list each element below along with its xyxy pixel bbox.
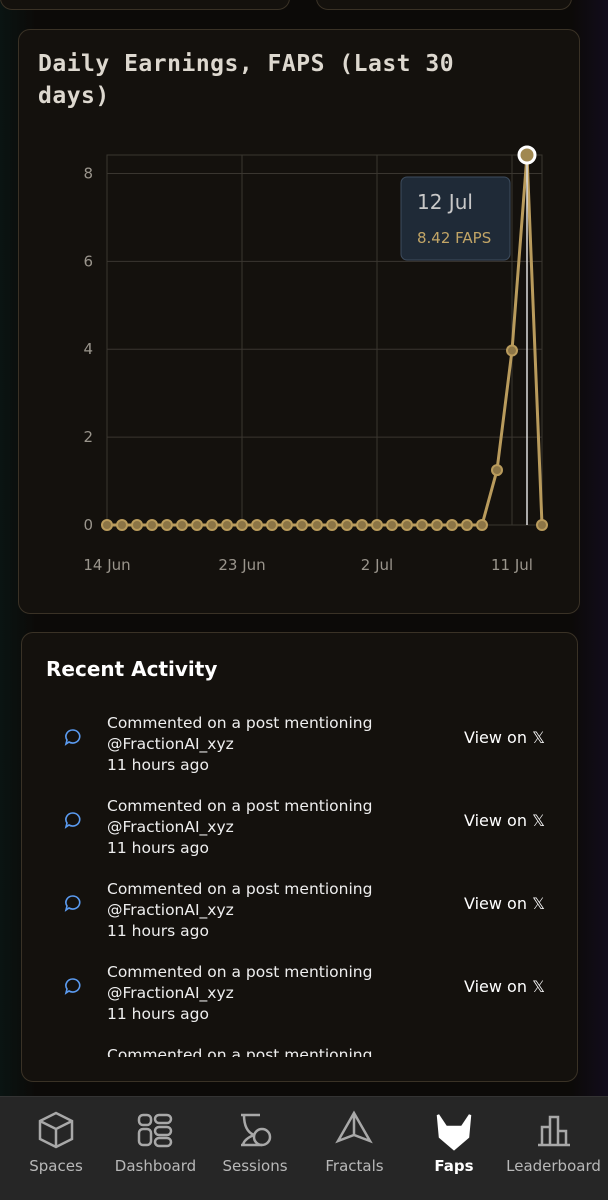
data-point [476, 519, 488, 531]
activity-time: 11 hours ago [107, 756, 209, 774]
x-tick-label: 11 Jul [491, 556, 533, 574]
activity-item: Commented on a post mentioning @FractionA… [21, 713, 578, 793]
data-point [191, 519, 203, 531]
chart-card [18, 29, 580, 614]
tooltip [400, 176, 511, 261]
nav-label[interactable]: Sessions [222, 1157, 288, 1175]
nav-label[interactable]: Fractals [325, 1157, 384, 1175]
y-tick-label: 6 [83, 252, 93, 270]
bottom-nav: Spaces Dashboard Sessions Fractals Faps Leade… [0, 1096, 608, 1200]
view-link[interactable]: View on 𝕏 [464, 728, 545, 747]
fractals-icon [335, 1110, 373, 1144]
activity-title: Recent Activity [46, 657, 218, 681]
data-point [266, 519, 278, 531]
activity-time: 11 hours ago [107, 1005, 209, 1023]
data-point [356, 519, 368, 531]
sessions-icon [241, 1113, 262, 1147]
activity-action: Commented on a post mentioning [107, 797, 373, 815]
x-tick-label: 14 Jun [83, 556, 130, 574]
data-point [221, 519, 233, 531]
view-link[interactable]: View on 𝕏 [464, 977, 545, 996]
nav-label[interactable]: Leaderboard [506, 1157, 601, 1175]
nav-label[interactable]: Spaces [29, 1157, 83, 1175]
data-point [311, 519, 323, 531]
activity-item: Commented on a post mentioning @FractionA… [21, 879, 578, 959]
data-point [446, 519, 458, 531]
y-tick-label: 0 [83, 516, 93, 534]
data-point [431, 519, 443, 531]
data-point [281, 519, 293, 531]
data-point [296, 519, 308, 531]
nav-label[interactable]: Dashboard [114, 1157, 197, 1175]
y-tick-label: 4 [83, 340, 93, 358]
data-point [371, 519, 383, 531]
activity-action: Commented on a post mentioning [107, 880, 373, 898]
data-point [506, 344, 518, 357]
view-link[interactable]: View on 𝕏 [464, 894, 545, 913]
x-tick-label: 2 Jul [361, 556, 393, 574]
activity-action: Commented on a post mentioning [107, 714, 373, 732]
activity-item: Commented on a post mentioning @FractionA… [21, 962, 578, 1042]
dashboard-icon [137, 1113, 153, 1127]
activity-handle: @FractionAI_xyz [107, 984, 234, 1002]
activity-time: 11 hours ago [107, 922, 209, 940]
spaces-icon [38, 1111, 74, 1149]
data-point [161, 519, 173, 531]
data-point [461, 519, 473, 531]
data-point [386, 519, 398, 531]
data-point [491, 464, 503, 477]
data-point [341, 519, 353, 531]
view-link[interactable]: View on 𝕏 [464, 811, 545, 830]
leaderboard-icon [538, 1115, 570, 1147]
data-point [116, 519, 128, 531]
data-point [517, 145, 537, 165]
activity-card [21, 632, 578, 1082]
y-tick-label: 2 [83, 428, 93, 446]
activity-action: Commented on a post mentioning [107, 1046, 373, 1057]
data-point [536, 519, 548, 531]
activity-handle: @FractionAI_xyz [107, 901, 234, 919]
data-point [401, 519, 413, 531]
data-point [146, 519, 158, 531]
comment-icon [64, 978, 81, 995]
data-point [251, 519, 263, 531]
data-point [326, 519, 338, 531]
data-point [101, 519, 113, 531]
activity-handle: @FractionAI_xyz [107, 818, 234, 836]
comment-icon [64, 729, 81, 746]
chart-title: Daily Earnings, FAPS (Last 30 days) [38, 51, 455, 109]
comment-icon [64, 812, 81, 829]
activity-item: Commented on a post mentioning@FractionA… [21, 1045, 578, 1057]
data-point [236, 519, 248, 531]
x-tick-label: 23 Jun [218, 556, 265, 574]
activity-time: 11 hours ago [107, 839, 209, 857]
data-point [416, 519, 428, 531]
nav-label[interactable]: Faps [434, 1157, 474, 1175]
nav-icons [38, 1110, 570, 1151]
data-point [176, 519, 188, 531]
tooltip-title: 12 Jul [417, 190, 473, 214]
comment-icon [64, 895, 81, 912]
data-point [131, 519, 143, 531]
activity-item: Commented on a post mentioning @FractionA… [21, 796, 578, 876]
y-tick-label: 8 [83, 164, 93, 182]
tooltip-value: 8.42 FAPS [417, 229, 491, 247]
activity-list: Commented on a post mentioning @FractionA… [21, 700, 578, 1057]
activity-action: Commented on a post mentioning [107, 963, 373, 981]
chart: 0 2 4 6 8 14 Jun 23 Jun 2 Jul 11 Jul 12 Jul 8.42 F… [83, 145, 548, 574]
data-point [206, 519, 218, 531]
faps-icon [436, 1114, 472, 1151]
activity-handle: @FractionAI_xyz [107, 735, 234, 753]
